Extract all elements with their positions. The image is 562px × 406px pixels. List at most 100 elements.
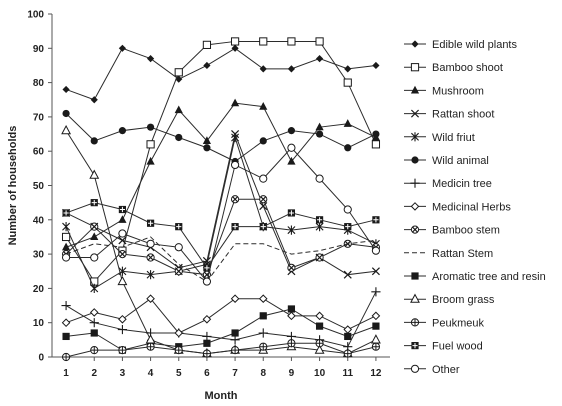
series-line xyxy=(65,342,377,358)
data-point xyxy=(61,253,71,262)
data-point xyxy=(410,63,420,72)
data-point xyxy=(287,225,296,235)
data-point xyxy=(231,44,239,52)
data-point xyxy=(118,127,127,135)
data-point xyxy=(370,334,381,344)
series-bamboo-stem xyxy=(61,195,381,279)
data-point xyxy=(287,339,296,348)
data-point xyxy=(411,272,419,280)
legend-item: Edible wild plants xyxy=(404,39,517,51)
y-tick-label: 90 xyxy=(33,44,45,55)
legend-label: Rattan Stem xyxy=(432,248,493,260)
legend-label: Fuel wood xyxy=(432,341,483,353)
x-tick-label: 7 xyxy=(232,368,238,379)
legend-label: Rattan shoot xyxy=(432,109,494,121)
data-point xyxy=(61,124,72,135)
data-point xyxy=(175,223,183,231)
data-point xyxy=(315,253,324,262)
data-point xyxy=(203,339,211,347)
legend-item: Peukmeuk xyxy=(404,317,484,329)
y-tick-label: 10 xyxy=(33,318,45,329)
data-point xyxy=(62,222,71,232)
data-point xyxy=(146,54,155,63)
data-point xyxy=(90,96,98,104)
data-point xyxy=(89,318,99,328)
data-point xyxy=(146,342,155,351)
x-tick-label: 3 xyxy=(120,368,126,379)
data-point xyxy=(411,156,419,164)
data-point xyxy=(410,225,420,234)
data-point xyxy=(174,105,183,114)
data-point xyxy=(62,332,70,341)
data-point xyxy=(61,300,71,311)
data-point xyxy=(174,328,184,338)
series-aromatic-tree-and-resin xyxy=(62,305,380,354)
series-mushroom xyxy=(61,98,381,251)
data-point xyxy=(287,263,296,272)
data-point xyxy=(315,130,324,138)
data-point xyxy=(230,37,240,46)
series-line xyxy=(65,47,376,101)
series-rattan-stem xyxy=(65,236,376,283)
data-point xyxy=(203,264,211,272)
series-line xyxy=(66,308,377,351)
data-point xyxy=(61,242,71,251)
data-point xyxy=(231,132,240,143)
data-point xyxy=(410,318,420,327)
data-point xyxy=(202,277,212,286)
legend-item: Wild friut xyxy=(404,132,475,144)
data-point xyxy=(343,205,352,214)
y-tick-label: 20 xyxy=(33,284,45,295)
series-line xyxy=(65,298,377,334)
legend-item: Rattan Stem xyxy=(404,248,493,260)
y-axis-ticks: 0 10 20 30 40 50 60 70 80 90 100 xyxy=(27,10,52,364)
legend: Edible wild plants Bamboo shoot Mushroom Ra… xyxy=(404,39,546,376)
data-point xyxy=(90,253,99,262)
data-point xyxy=(90,346,99,355)
data-point xyxy=(146,156,155,165)
x-tick-label: 10 xyxy=(314,368,326,379)
data-point xyxy=(62,85,70,94)
series-peukmeuk xyxy=(61,339,381,362)
data-point xyxy=(146,219,155,227)
series-line xyxy=(65,135,377,290)
data-point xyxy=(175,75,183,83)
data-point xyxy=(118,229,127,238)
data-point xyxy=(371,140,381,149)
y-tick-label: 70 xyxy=(33,112,45,123)
data-point xyxy=(174,243,183,252)
data-point xyxy=(287,305,296,313)
data-point xyxy=(287,209,296,217)
x-tick-label: 5 xyxy=(176,368,182,379)
data-point xyxy=(411,132,419,142)
data-point xyxy=(259,223,267,231)
y-tick-label: 40 xyxy=(33,215,45,226)
data-point xyxy=(90,137,98,145)
data-point xyxy=(315,216,324,224)
data-point xyxy=(315,311,324,321)
x-axis-ticks: 1 2 3 4 5 6 7 8 9 10 11 12 xyxy=(63,357,382,379)
x-axis-title: Month xyxy=(205,390,238,402)
x-tick-label: 4 xyxy=(148,368,154,379)
data-point xyxy=(287,127,296,135)
series-line xyxy=(65,198,376,276)
data-point xyxy=(174,68,183,77)
data-point xyxy=(146,270,155,280)
data-point xyxy=(202,314,212,324)
y-tick-label: 100 xyxy=(27,10,44,21)
data-point xyxy=(62,209,70,217)
data-point xyxy=(287,311,296,321)
data-point xyxy=(259,202,268,211)
legend-label: Bamboo stem xyxy=(432,225,500,237)
legend-item: Medicinal Herbs xyxy=(404,201,511,213)
data-point xyxy=(230,98,240,107)
data-point xyxy=(202,331,212,342)
data-point xyxy=(287,65,296,73)
series-line xyxy=(65,102,377,248)
data-point xyxy=(372,61,380,70)
data-point xyxy=(371,246,381,255)
data-point xyxy=(259,342,268,351)
data-point xyxy=(230,335,240,345)
data-point xyxy=(89,308,99,317)
